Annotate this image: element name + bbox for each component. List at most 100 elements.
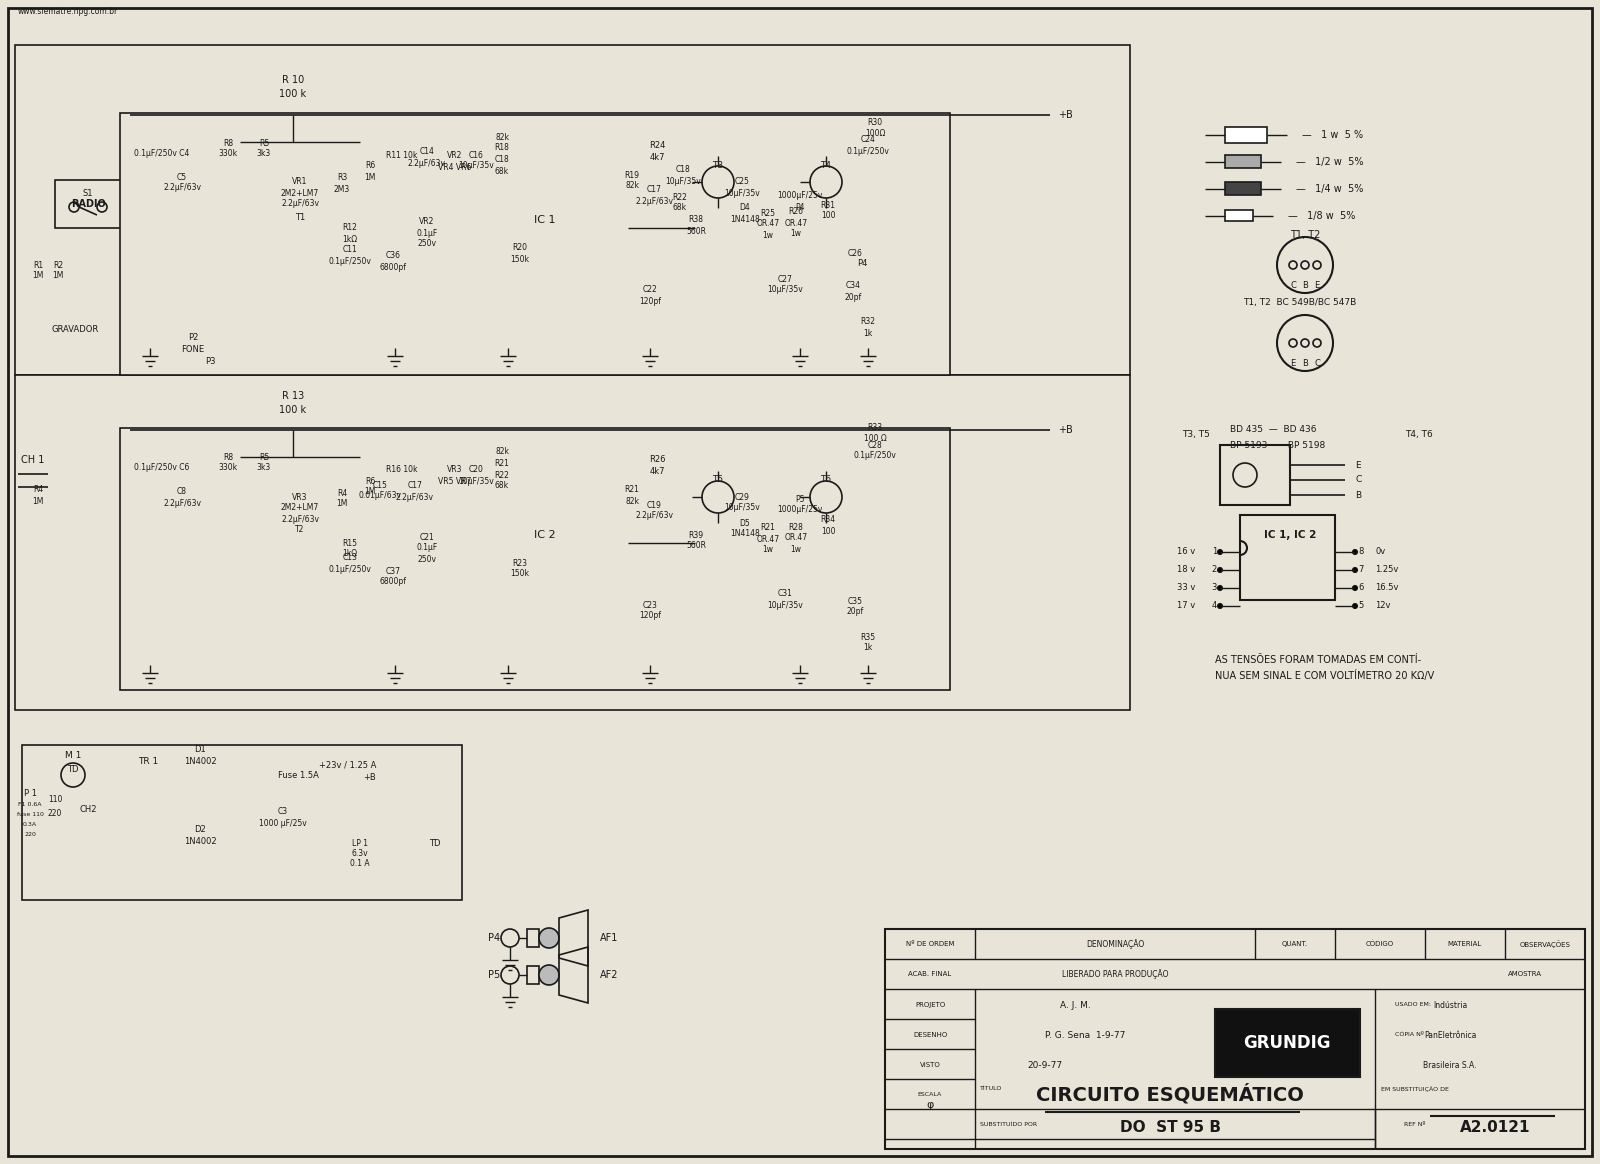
Text: 16 v: 16 v <box>1176 547 1195 556</box>
Text: C14: C14 <box>419 148 435 156</box>
Text: C24: C24 <box>861 135 875 144</box>
Text: 0v: 0v <box>1374 547 1386 556</box>
Text: A. J. M.: A. J. M. <box>1059 1001 1090 1009</box>
Text: C23: C23 <box>643 601 658 610</box>
Text: R26: R26 <box>648 455 666 464</box>
Text: 10µF/35v: 10µF/35v <box>666 177 701 185</box>
Text: 0.1µF/250v: 0.1µF/250v <box>328 256 371 265</box>
Text: C8: C8 <box>178 488 187 497</box>
Text: R34: R34 <box>821 516 835 525</box>
Text: OBSERVAÇÕES: OBSERVAÇÕES <box>1520 941 1571 947</box>
Text: 1000µF/25v: 1000µF/25v <box>778 505 822 514</box>
Text: 10µF/35v: 10µF/35v <box>766 601 803 610</box>
Text: 560R: 560R <box>686 541 706 551</box>
Text: ACAB. FINAL: ACAB. FINAL <box>909 971 952 977</box>
Text: 1k: 1k <box>864 644 872 653</box>
Text: 6: 6 <box>1358 583 1363 592</box>
Text: R3: R3 <box>338 173 347 183</box>
Text: C11: C11 <box>342 246 357 255</box>
Text: VR1: VR1 <box>293 177 307 186</box>
Circle shape <box>539 965 558 985</box>
Text: R6: R6 <box>365 476 374 485</box>
Text: 3k3: 3k3 <box>258 463 270 473</box>
Text: C36: C36 <box>386 251 400 261</box>
Text: 1k: 1k <box>864 328 872 338</box>
Text: AF1: AF1 <box>600 934 618 943</box>
Bar <box>14 45 1130 375</box>
Text: 68k: 68k <box>494 482 509 490</box>
Text: 1M: 1M <box>365 488 376 497</box>
Text: 3: 3 <box>1211 583 1218 592</box>
Text: LP 1: LP 1 <box>352 838 368 847</box>
Text: 2: 2 <box>1211 566 1218 575</box>
Text: 250v: 250v <box>418 554 437 563</box>
Text: AS TENSÕES FORAM TOMADAS EM CONTÍ-: AS TENSÕES FORAM TOMADAS EM CONTÍ- <box>1214 655 1421 665</box>
Bar <box>54 180 123 228</box>
Text: NUA SEM SINAL E COM VOLTÍMETRO 20 KΩ/V: NUA SEM SINAL E COM VOLTÍMETRO 20 KΩ/V <box>1214 670 1434 681</box>
Text: ESCALA: ESCALA <box>918 1093 942 1098</box>
Text: 1M: 1M <box>336 499 347 509</box>
Text: 1: 1 <box>1211 547 1218 556</box>
Text: C15: C15 <box>373 481 387 490</box>
Text: 82k: 82k <box>494 133 509 142</box>
Text: R39: R39 <box>688 531 704 539</box>
Text: C19: C19 <box>646 501 661 510</box>
Circle shape <box>1218 568 1222 573</box>
Text: P5: P5 <box>795 496 805 504</box>
Text: C21: C21 <box>419 532 434 541</box>
Text: 68k: 68k <box>674 204 686 213</box>
Text: P4: P4 <box>795 203 805 212</box>
Text: Brasileira S.A.: Brasileira S.A. <box>1424 1060 1477 1070</box>
Circle shape <box>1301 339 1309 347</box>
Text: 1kΩ: 1kΩ <box>342 234 357 243</box>
Text: VR2: VR2 <box>448 150 462 159</box>
Text: 3k3: 3k3 <box>258 149 270 157</box>
Text: T1, T2  BC 549B/BC 547B: T1, T2 BC 549B/BC 547B <box>1243 298 1357 306</box>
Text: +23v / 1.25 A: +23v / 1.25 A <box>320 760 376 769</box>
Bar <box>22 745 462 900</box>
Text: T2: T2 <box>296 525 304 534</box>
Text: 110: 110 <box>48 795 62 804</box>
Text: 1w: 1w <box>763 230 773 240</box>
Text: R31: R31 <box>821 200 835 210</box>
Text: C25: C25 <box>734 177 749 186</box>
Text: 220: 220 <box>48 809 62 817</box>
Text: C27: C27 <box>778 275 792 284</box>
Text: IC 1, IC 2: IC 1, IC 2 <box>1264 530 1317 540</box>
Text: 10µF/35v: 10µF/35v <box>725 504 760 512</box>
Text: VR2: VR2 <box>419 218 435 227</box>
Text: 17 v: 17 v <box>1176 602 1195 610</box>
Text: P3: P3 <box>205 357 216 367</box>
Text: P2: P2 <box>187 334 198 342</box>
Text: R 13: R 13 <box>282 391 304 402</box>
Text: 2M2+LM7: 2M2+LM7 <box>282 189 318 198</box>
Text: R22: R22 <box>494 470 509 480</box>
Text: BD 435  —  BD 436: BD 435 — BD 436 <box>1230 426 1317 434</box>
Text: C28: C28 <box>867 440 882 449</box>
Text: TÍTULO: TÍTULO <box>979 1086 1002 1092</box>
Text: 20-9-77: 20-9-77 <box>1027 1060 1062 1070</box>
Text: QUANT.: QUANT. <box>1282 941 1309 947</box>
Text: C13: C13 <box>342 554 357 562</box>
Circle shape <box>810 481 842 513</box>
Text: R30
100Ω: R30 100Ω <box>866 119 885 137</box>
Text: GRUNDIG: GRUNDIG <box>1243 1034 1331 1052</box>
Text: DO  ST 95 B: DO ST 95 B <box>1120 1120 1221 1135</box>
Text: R1: R1 <box>34 261 43 270</box>
Circle shape <box>539 928 558 947</box>
Text: 18 v: 18 v <box>1176 566 1195 575</box>
Text: 0.1µF/250v: 0.1µF/250v <box>846 147 890 156</box>
Text: C34: C34 <box>845 282 861 291</box>
Text: 10µF/35v: 10µF/35v <box>458 162 494 170</box>
Text: C18: C18 <box>675 165 690 175</box>
Text: R18: R18 <box>494 143 509 152</box>
Text: S1: S1 <box>83 189 93 198</box>
Circle shape <box>1218 603 1222 609</box>
Text: R 10: R 10 <box>282 74 304 85</box>
Text: C17: C17 <box>408 482 422 490</box>
Text: USADO EM:: USADO EM: <box>1395 1002 1430 1008</box>
Text: T6: T6 <box>821 476 832 484</box>
Text: 82k: 82k <box>626 497 638 505</box>
Text: EM SUBSTITUIÇÃO DE: EM SUBSTITUIÇÃO DE <box>1381 1086 1450 1092</box>
Text: 1000 µF/25v: 1000 µF/25v <box>259 818 307 828</box>
